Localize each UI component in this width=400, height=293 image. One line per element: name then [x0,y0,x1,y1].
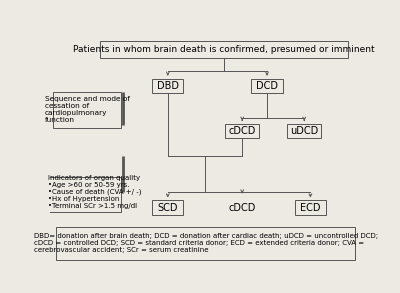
FancyBboxPatch shape [152,200,183,215]
FancyBboxPatch shape [287,124,321,138]
FancyBboxPatch shape [100,41,348,58]
Text: DBD: DBD [157,81,179,91]
FancyBboxPatch shape [56,227,355,260]
FancyBboxPatch shape [225,124,259,138]
Text: cDCD: cDCD [228,126,256,136]
FancyBboxPatch shape [152,79,183,93]
Text: cDCD: cDCD [228,203,256,213]
Text: Sequence and mode of
cessation of
cardiopulmonary
function: Sequence and mode of cessation of cardio… [45,96,130,123]
Text: ECD: ECD [300,203,321,213]
FancyBboxPatch shape [47,177,121,212]
Text: Patients in whom brain death is confirmed, presumed or imminent: Patients in whom brain death is confirme… [73,45,374,54]
Text: SCD: SCD [158,203,178,213]
FancyBboxPatch shape [53,91,121,128]
FancyBboxPatch shape [295,200,326,215]
Text: DBD= donation after brain death; DCD = donation after cardiac death; uDCD = unco: DBD= donation after brain death; DCD = d… [34,233,378,253]
Text: Indicators of organ quality
•Age >60 or 50-59 yrs.
•Cause of death (CVA +/ -)
•H: Indicators of organ quality •Age >60 or … [48,175,142,209]
Text: DCD: DCD [256,81,278,91]
Text: uDCD: uDCD [290,126,318,136]
FancyBboxPatch shape [252,79,282,93]
